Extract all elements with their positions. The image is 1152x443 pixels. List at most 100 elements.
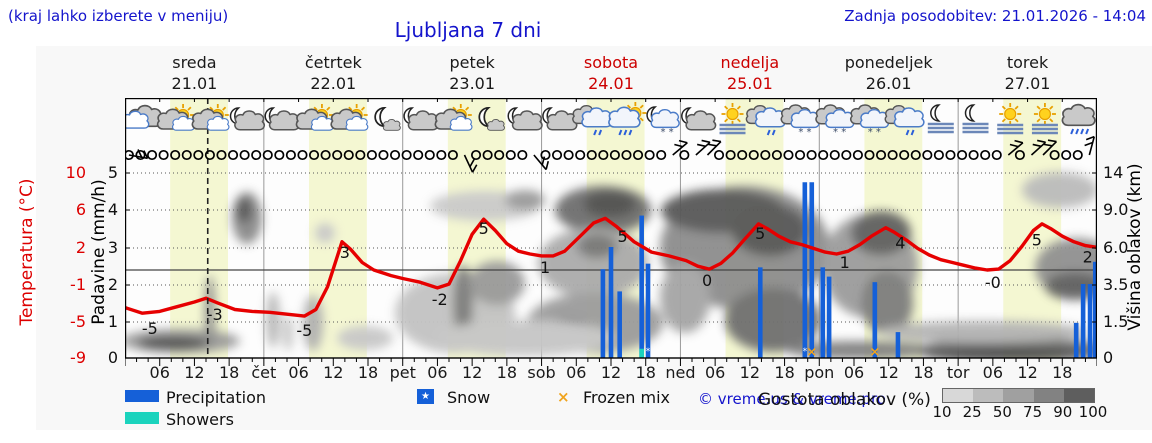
wind-calm-circle [980,149,991,161]
weather-icon-fog-sun [719,103,746,135]
daylight-band [170,98,228,358]
temperature-value-label: 0 [702,271,712,290]
time-axis-label: čet [251,363,277,382]
time-axis-label: 06 [704,363,726,382]
weather-icon-moon [374,106,401,131]
wind-calm-circle [320,149,331,161]
wind-barb [463,154,478,173]
temperature-value-label: 4 [895,233,905,252]
cloud-density-tick: 75 [1023,403,1043,421]
day-header-sobota: sobota 24.01 [541,52,681,94]
wind-calm-circle [760,149,771,161]
wind-calm-circle [158,149,169,161]
wind-calm-circle [945,149,956,161]
day-header-ponedeljek: ponedeljek 26.01 [819,52,959,94]
showers-legend-label: Showers [166,410,234,429]
temperature-line [125,216,1097,318]
cloud-density-legend-label: Gostota oblakov (%) [758,390,931,410]
temperature-value-label: 1 [540,258,550,277]
weather-icon-cloud [121,104,163,129]
wind-calm-circle [494,149,505,161]
day-date: 25.01 [726,74,773,93]
credit-link[interactable]: © vreme.us & vreme.pro [698,390,886,408]
wind-calm-circle [285,149,296,161]
temperature-axis-title: Temperatura (°C) [17,178,37,326]
weather-icon-sun-cloud [191,104,230,131]
wind-calm-circle [586,149,597,161]
wind-calm-circle [436,149,447,161]
temperature-value-label: 2 [1083,248,1093,267]
axis-tick-label: 1 [107,312,118,331]
precipitation-legend-label: Precipitation [166,388,267,407]
temperature-value-label: -0 [985,273,1001,292]
wind-calm-circle [794,149,806,161]
cloud-density-tick: 10 [932,403,952,421]
svg-text:* *: * * [868,127,881,138]
wind-calm-circle [540,149,551,161]
frozen-mix-legend-label: Frozen mix [583,388,671,407]
time-axis-label: 06 [843,363,865,382]
wind-calm-circle [251,149,262,161]
wind-calm-circle [1072,149,1083,161]
wind-calm-circle [968,149,979,161]
axis-tick-label: 5 [107,163,118,182]
axis-tick-label: 6 [75,200,86,219]
day-date: 27.01 [1004,74,1051,93]
weather-icon-moon-cloud [542,107,578,131]
wind-calm-circle [216,149,227,161]
wind-barb [706,139,722,156]
wind-calm-circle [922,149,933,161]
wind-barb [672,139,688,156]
weather-icon-rain-cloud [572,104,613,136]
time-axis-label: 12 [323,363,344,382]
cloud-density-tick: 50 [992,403,1012,421]
axis-tick-label: -5 [70,312,86,331]
wind-calm-circle [656,149,667,161]
wind-calm-circle [852,149,863,161]
axis-tick-label: 10 [65,163,86,182]
wind-calm-circle [389,149,401,161]
day-header-nedelja: nedelja 25.01 [680,52,820,94]
wind-calm-circle [204,149,215,161]
temperature-value-label: 3 [340,243,350,262]
wind-calm-circle [933,149,944,161]
day-date: 26.01 [865,74,912,93]
day-name: četrtek [304,53,362,72]
time-axis-label: 06 [288,363,309,382]
meteogram-plot: * * × × -5 -3 -5 3 -2 5 1 5 0 5 1 4 -0 5 2 * * * * * * * * [121,97,1098,370]
day-header-torek: torek 27.01 [958,52,1098,94]
wind-row [123,135,1096,173]
wind-calm-circle [1061,149,1072,161]
wind-calm-circle [748,149,759,161]
wind-calm-circle [841,149,852,161]
wind-calm-circle [818,149,829,161]
weather-icon-heavy-rain [1061,103,1096,135]
wind-calm-circle [725,149,736,161]
axis-tick-label: 2 [75,238,86,257]
day-name: nedelja [720,53,780,72]
weather-icon-fog-moon [927,104,954,134]
wind-calm-circle [343,149,354,161]
wind-calm-circle [355,149,366,161]
day-date: 22.01 [310,74,357,93]
temperature-value-label: 5 [479,219,489,238]
snow-marker: * [646,347,651,357]
snow-legend-icon: ★ [417,389,434,404]
wind-calm-circle [621,149,632,161]
location-hint: (kraj lahko izberete v meniju) [8,7,229,25]
svg-text:* *: * * [798,127,811,138]
wind-calm-circle [378,149,389,161]
time-axis-label: 18 [774,363,795,382]
cloud-density-gradient [942,388,1095,403]
wind-calm-circle [239,149,250,161]
time-axis-label: 18 [1052,363,1073,382]
time-axis-label: 06 [982,363,1004,382]
wind-calm-circle [864,149,875,161]
temperature-value-label: 5 [617,227,627,246]
day-name: sreda [172,53,217,72]
wind-calm-circle [737,149,748,161]
svg-text:* *: * * [660,127,673,138]
page-title: Ljubljana 7 dni [394,18,542,42]
